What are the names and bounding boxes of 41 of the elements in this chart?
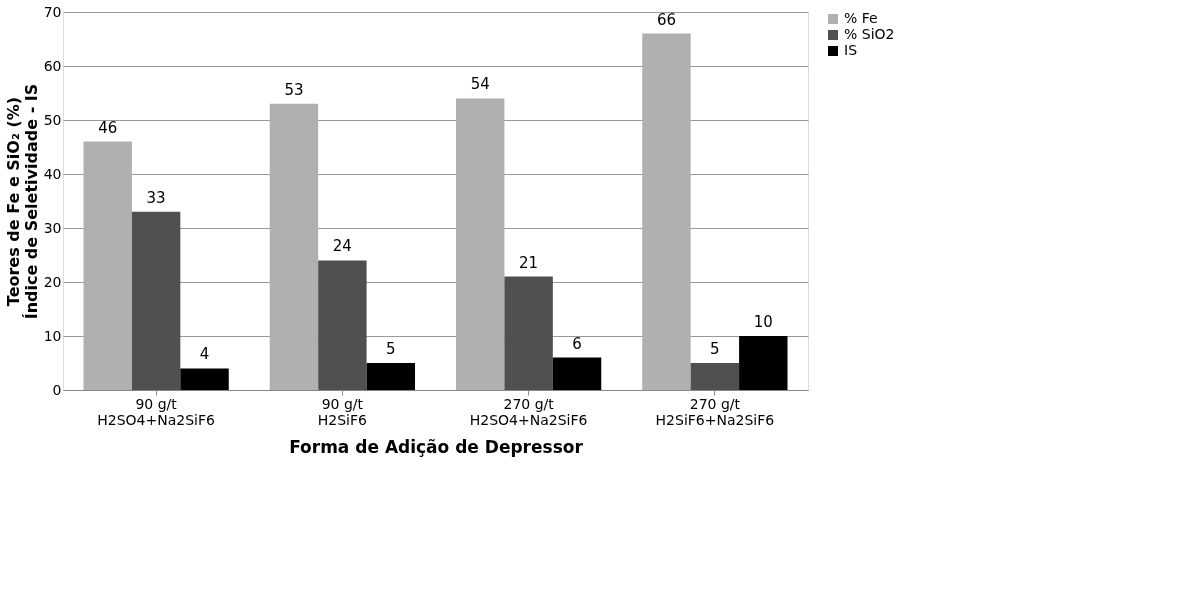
data-label: 66 bbox=[656, 10, 676, 29]
bar bbox=[131, 211, 181, 390]
data-label: 5 bbox=[386, 340, 396, 358]
bar bbox=[642, 33, 691, 390]
y-tick-label: 50 bbox=[43, 111, 62, 128]
data-label: 5 bbox=[710, 340, 720, 358]
y-tick-label: 70 bbox=[43, 3, 62, 20]
y-tick-label: 60 bbox=[43, 57, 62, 74]
x-tick-label: 270 g/t H2SO4+Na2SiF6 bbox=[469, 395, 588, 428]
y-axis-title: Teores de Fe e SiO₂ (%) Índice de Seletividade - IS bbox=[3, 83, 41, 320]
data-label: 53 bbox=[284, 80, 304, 99]
data-label: 10 bbox=[753, 313, 773, 331]
bar bbox=[504, 276, 553, 390]
data-label: 4 bbox=[199, 345, 210, 364]
data-label: 46 bbox=[98, 118, 118, 137]
y-tick-label: 40 bbox=[43, 165, 62, 182]
data-label: 24 bbox=[332, 237, 352, 256]
y-tick-label: 20 bbox=[43, 273, 62, 290]
bar bbox=[552, 357, 602, 390]
data-label: 33 bbox=[146, 188, 166, 207]
y-tick-label: 0 bbox=[52, 381, 62, 398]
x-axis-title: Forma de Adição de Depressor bbox=[289, 436, 584, 457]
bar bbox=[83, 141, 132, 390]
bar bbox=[180, 368, 229, 390]
bar bbox=[739, 336, 788, 390]
bar bbox=[366, 363, 416, 390]
x-tick-label: 90 g/t H2SiF6 bbox=[317, 395, 368, 428]
x-tick-label: 270 g/t H2SiF6+Na2SiF6 bbox=[655, 395, 775, 428]
bar bbox=[318, 260, 367, 390]
bar bbox=[690, 363, 740, 390]
bar bbox=[455, 98, 505, 390]
legend-label: % Fe bbox=[844, 10, 878, 26]
y-tick-label: 10 bbox=[43, 327, 62, 344]
data-label: 6 bbox=[572, 334, 582, 353]
data-label: 54 bbox=[470, 75, 490, 94]
x-tick-label: 90 g/t H2SO4+Na2SiF6 bbox=[97, 395, 216, 428]
data-label: 21 bbox=[519, 253, 539, 272]
legend-label: IS bbox=[844, 42, 858, 58]
bar bbox=[269, 103, 319, 390]
legend-label: % SiO2 bbox=[844, 26, 895, 42]
y-tick-label: 30 bbox=[43, 219, 62, 236]
